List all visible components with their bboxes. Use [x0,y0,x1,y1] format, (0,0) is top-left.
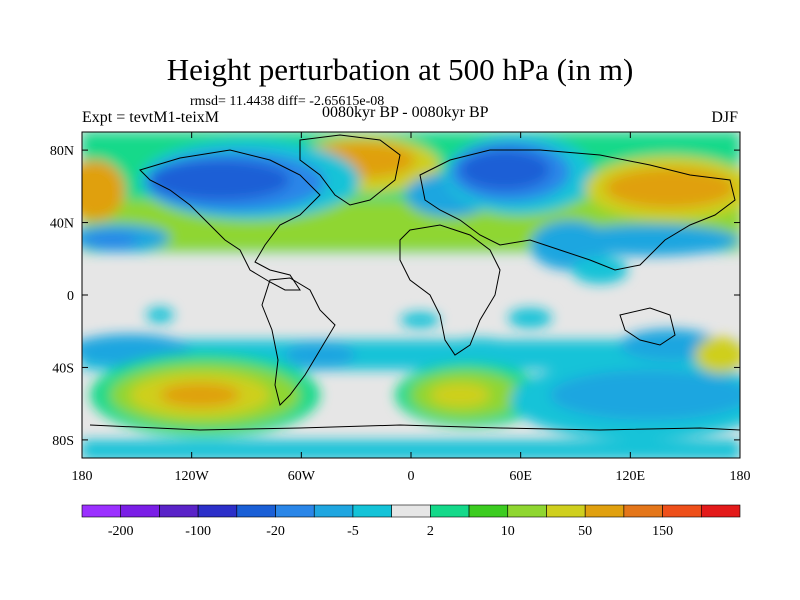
lat-tick-label: 80S [52,434,74,449]
season-label: DJF [711,109,738,126]
colorbar-label: 10 [501,524,515,539]
colorbar-label: -20 [266,524,285,539]
colorbar-label: -100 [185,524,211,539]
colorbar-swatch [507,504,547,518]
colorbar-swatch [120,504,160,518]
colorbar-label: 50 [578,524,592,539]
colorbar-swatch [313,504,354,518]
longitude-axis: 180 120W 60W 0 60E 120E 180 [72,132,751,484]
lat-tick-label: 40N [50,217,74,232]
colorbar-label: -5 [347,524,359,539]
colorbar: -200 -100 -20 -5 2 10 50 150 [81,504,741,539]
colorbar-swatch [623,504,663,518]
colorbar-swatch [81,504,122,518]
plot-title: Height perturbation at 500 hPa (in m) [166,52,634,87]
colorbar-swatch [275,504,315,518]
colorbar-swatch [159,504,199,518]
colorbar-swatch [546,504,586,518]
colorbar-swatch [662,504,702,518]
lon-tick-label: 120E [616,469,646,484]
lon-tick-label: 120W [175,469,210,484]
colorbar-label: -200 [108,524,134,539]
coastlines [89,134,740,431]
height-field [82,132,740,458]
colorbar-swatch [468,504,509,518]
colorbar-swatch [391,504,431,518]
lon-tick-label: 0 [408,469,415,484]
lon-tick-label: 180 [72,469,93,484]
experiment-label: Expt = tevtM1-teixM [82,109,220,126]
colorbar-swatch [236,504,276,518]
colorbar-swatch [584,504,625,518]
latitude-axis: 80N 40N 0 40S 80S [50,144,740,449]
lat-tick-label: 0 [67,289,74,304]
colorbar-label: 150 [652,524,673,539]
lon-tick-label: 180 [730,469,751,484]
colorbar-swatch [430,504,470,518]
colorbar-swatch [700,504,741,518]
lon-tick-label: 60E [509,469,532,484]
lat-tick-label: 80N [50,144,74,159]
colorbar-swatch [352,504,392,518]
colorbar-swatch [197,504,238,518]
lon-tick-label: 60W [288,469,316,484]
stats-line: rmsd= 11.4438 diff= -2.65615e-08 [190,94,385,109]
lat-tick-label: 40S [52,361,74,376]
period-label: 0080kyr BP - 0080kyr BP [322,104,489,121]
colorbar-label: 2 [427,524,434,539]
